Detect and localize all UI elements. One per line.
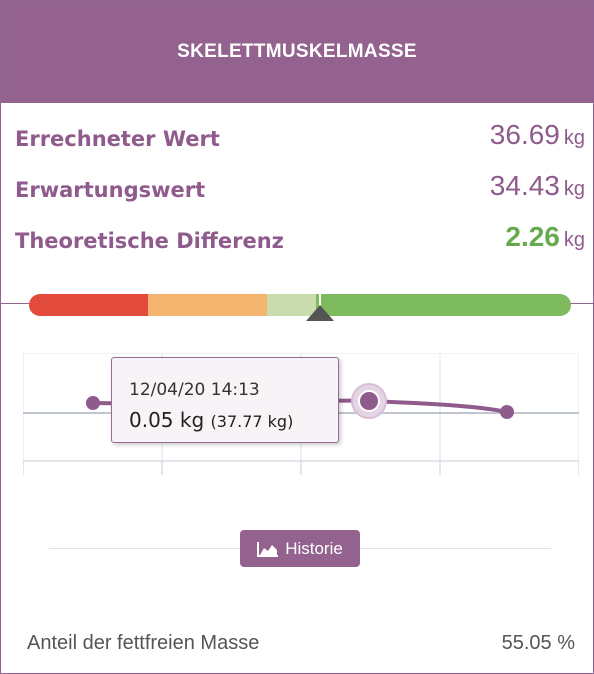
theoretical-difference-value: 2.26 kg <box>505 221 585 253</box>
expected-value-label: Erwartungswert <box>15 178 206 202</box>
range-segment-orange <box>148 294 268 316</box>
theoretical-difference-number: 2.26 <box>505 221 560 252</box>
area-chart-icon <box>257 541 279 557</box>
calculated-value-unit: kg <box>563 127 585 149</box>
expected-value-unit: kg <box>563 178 585 200</box>
calculated-value-row: Errechneter Wert 36.69 kg <box>15 119 585 159</box>
tooltip-value: 0.05 kg (37.77 kg) <box>129 408 293 432</box>
theoretical-difference-label: Theoretische Differenz <box>15 229 284 253</box>
chart-point[interactable] <box>500 405 514 419</box>
chart-point[interactable] <box>86 396 100 410</box>
expected-value: 34.43 kg <box>490 170 585 202</box>
range-pointer-icon <box>306 305 334 321</box>
chart-tooltip: 12/04/20 14:13 0.05 kg (37.77 kg) <box>111 357 339 443</box>
fat-free-mass-value: 55.05 % <box>501 632 575 654</box>
tooltip-value-main: 0.05 kg <box>129 408 205 432</box>
tooltip-date: 12/04/20 14:13 <box>129 380 260 400</box>
range-bar <box>29 294 571 316</box>
card-header: SKELETTMUSKELMASSE <box>1 1 593 103</box>
calculated-value: 36.69 kg <box>490 119 585 151</box>
chart-point-active[interactable] <box>358 390 380 412</box>
calculated-value-label: Errechneter Wert <box>15 127 220 151</box>
expected-value-row: Erwartungswert 34.43 kg <box>15 170 585 210</box>
theoretical-difference-unit: kg <box>563 229 585 251</box>
tooltip-value-sub: (37.77 kg) <box>210 412 294 431</box>
range-segment-red <box>29 294 149 316</box>
card-title: SKELETTMUSKELMASSE <box>177 41 417 62</box>
calculated-value-number: 36.69 <box>489 119 560 150</box>
range-marker-line <box>319 292 321 312</box>
range-segment-lightgreen <box>267 294 317 316</box>
theoretical-difference-row: Theoretische Differenz 2.26 kg <box>15 221 585 261</box>
expected-value-number: 34.43 <box>489 170 560 201</box>
fat-free-mass-label: Anteil der fettfreien Masse <box>27 632 260 654</box>
history-button-label: Historie <box>285 538 343 558</box>
history-button[interactable]: Historie <box>240 530 360 567</box>
range-segment-green <box>316 294 571 316</box>
